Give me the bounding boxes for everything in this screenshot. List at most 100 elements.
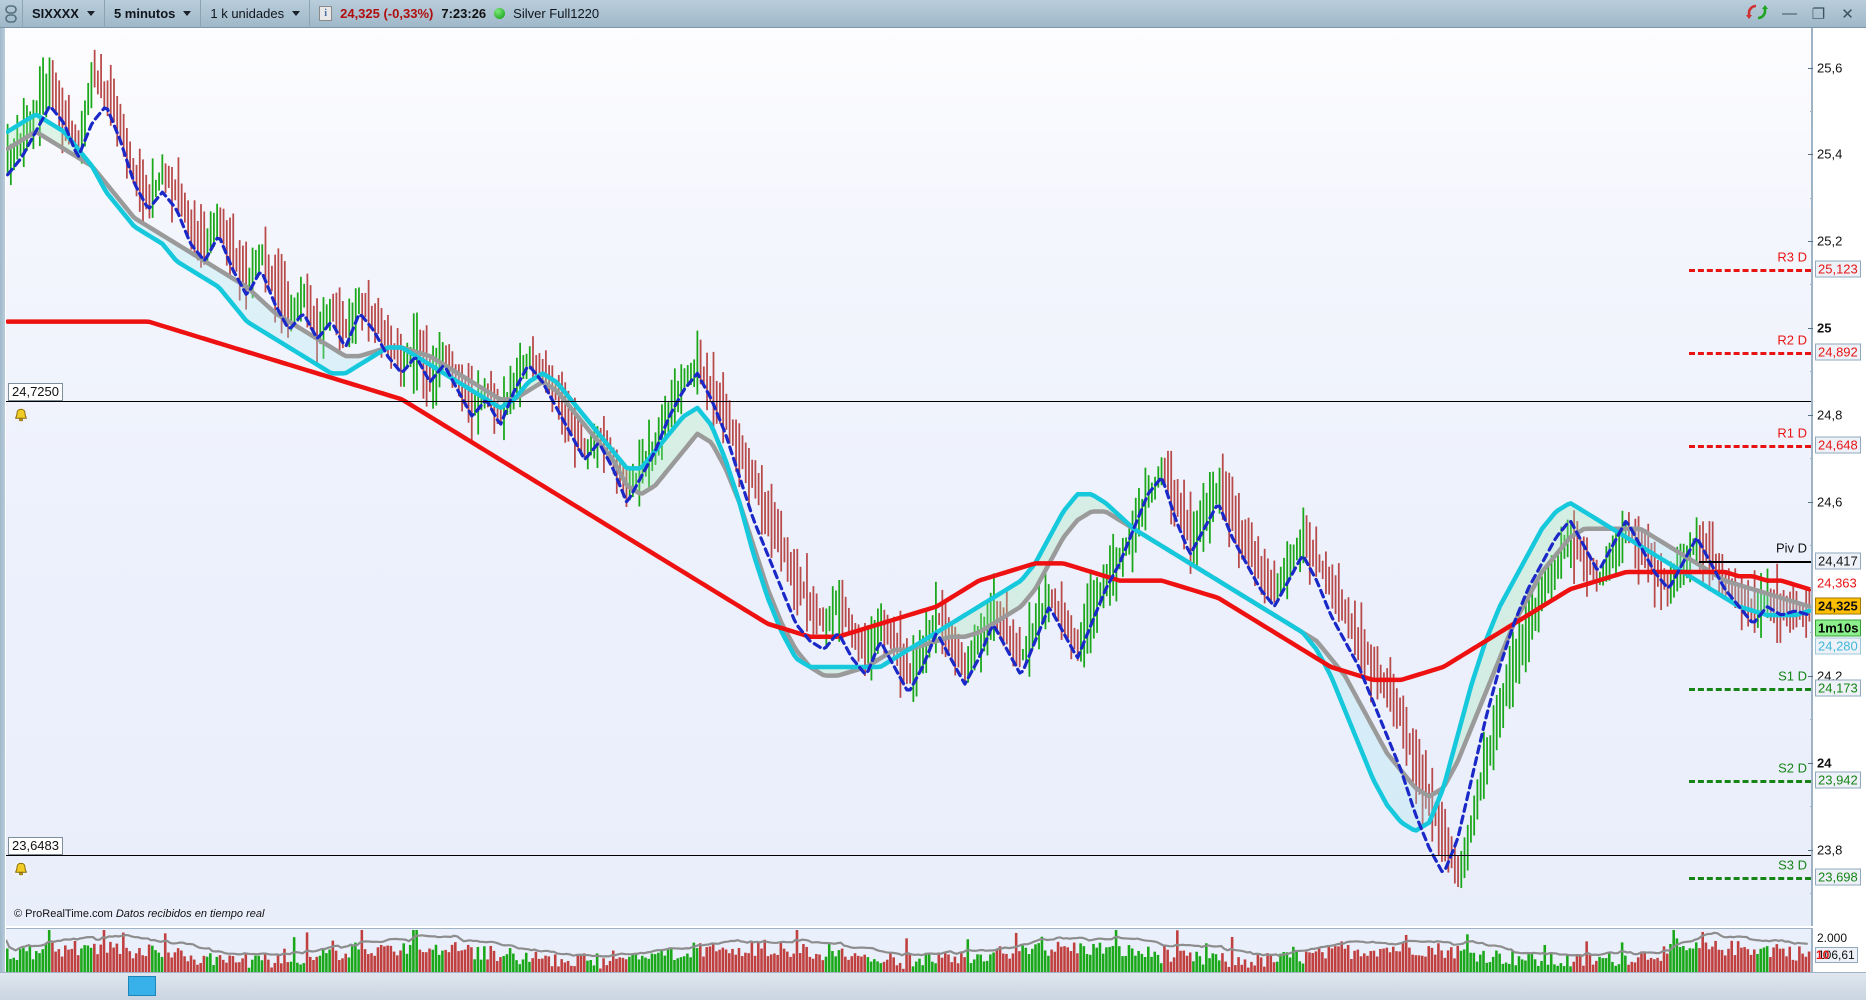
axis-price-chip[interactable]: 24,363 (1817, 575, 1857, 591)
close-button[interactable]: ✕ (1841, 5, 1854, 23)
chevron-down-icon (86, 11, 95, 16)
scrollbar-thumb[interactable] (128, 976, 156, 996)
toolbar-divider (103, 0, 105, 28)
units-selector[interactable]: 1 k unidades (201, 0, 309, 28)
axis-price-chip[interactable]: 25,123 (1815, 260, 1861, 278)
axis-tick (1808, 676, 1813, 677)
alarm-line[interactable] (6, 855, 1811, 856)
axis-price-chip[interactable]: 24,892 (1815, 343, 1861, 361)
axis-price-chip[interactable]: 23,942 (1815, 771, 1861, 789)
axis-tick (1808, 502, 1813, 503)
volume-axis[interactable]: 2.000 106,61 10 (1811, 928, 1866, 973)
volume-ma-line (6, 931, 1808, 958)
quote-summary: i 24,325 (-0,33%) 7:23:26 Silver Full122… (310, 0, 608, 28)
volume-last-value: 106,61 (1815, 947, 1858, 963)
alarm-value-box[interactable]: 24,7250 (8, 383, 63, 401)
axis-price-chip[interactable]: 24,173 (1815, 679, 1861, 697)
pivot-line[interactable] (1699, 561, 1811, 563)
pivot-line[interactable] (1689, 445, 1811, 448)
units-label: 1 k unidades (210, 6, 285, 21)
credit-brand: © ProRealTime.com (14, 908, 113, 920)
chevron-down-icon (292, 11, 301, 16)
pivot-line[interactable] (1689, 688, 1811, 691)
axis-tick (1808, 68, 1813, 69)
axis-tick-label: 25,2 (1817, 233, 1843, 249)
timeframe-selector[interactable]: 5 minutos (105, 0, 200, 28)
axis-tick (1808, 241, 1813, 242)
refresh-arrows-icon[interactable] (1745, 3, 1769, 24)
axis-minor-tick (1810, 893, 1813, 894)
pivot-label: R3 D (1777, 249, 1807, 265)
ma-cyan-line (6, 112, 1811, 833)
axis-price-chip[interactable]: 24,648 (1815, 436, 1861, 454)
axis-minor-tick (1810, 111, 1813, 112)
alarm-bell-icon[interactable] (11, 406, 31, 426)
axis-minor-tick (1810, 806, 1813, 807)
axis-tick-label: 23,8 (1817, 842, 1843, 858)
axis-minor-tick (1810, 719, 1813, 720)
axis-minor-tick (1810, 198, 1813, 199)
axis-tick-label: 25 (1817, 320, 1832, 336)
axis-tick (1808, 415, 1813, 416)
candlestick-group (6, 49, 1811, 889)
axis-price-chip[interactable]: 24,280 (1815, 637, 1861, 655)
pivot-line[interactable] (1689, 877, 1811, 880)
symbol-label: SIXXXX (32, 6, 79, 21)
volume-bar-group (6, 930, 1811, 973)
axis-tick-label: 25,4 (1817, 146, 1843, 162)
drag-grip-icon[interactable] (0, 0, 22, 28)
credit-note: Datos recibidos en tiempo real (115, 908, 265, 920)
price-axis[interactable]: 25,625,425,22524,824,624,22423,823,625,1… (1808, 28, 1866, 944)
toolbar-divider (309, 0, 311, 28)
ma-blue-dotted-line (6, 104, 1811, 874)
toolbar-divider (200, 0, 202, 28)
main-toolbar: SIXXXX 5 minutos 1 k unidades i 24,325 (… (0, 0, 1866, 28)
axis-price-chip[interactable]: 24,417 (1815, 552, 1861, 570)
pivot-label: S3 D (1778, 857, 1807, 873)
symbol-selector[interactable]: SIXXXX (23, 0, 104, 28)
copyright-credit: © ProRealTime.com Datos recibidos en tie… (14, 908, 264, 920)
volume-last-overlay: 10 (1816, 948, 1830, 962)
alarm-bell-icon[interactable] (11, 860, 31, 880)
price-plot-background (6, 28, 1811, 926)
last-trade-time: 7:23:26 (441, 6, 487, 21)
volume-top-tick: 2.000 (1817, 931, 1848, 945)
volume-panel[interactable] (6, 928, 1811, 973)
pivot-line[interactable] (1689, 269, 1811, 272)
axis-price-chip[interactable]: 24,325 (1815, 597, 1861, 615)
pivot-line[interactable] (1689, 352, 1811, 355)
axis-price-chip[interactable]: 23,698 (1815, 868, 1861, 886)
axis-tick (1808, 850, 1813, 851)
axis-tick-label: 24 (1817, 755, 1832, 771)
chevron-down-icon (183, 11, 192, 16)
volume-series-canvas (6, 930, 1811, 973)
instrument-name: Silver Full1220 (513, 6, 600, 21)
axis-minor-tick (1810, 284, 1813, 285)
pivot-line[interactable] (1689, 780, 1811, 783)
price-series-canvas (6, 49, 1811, 889)
axis-minor-tick (1810, 632, 1813, 633)
info-icon[interactable]: i (319, 6, 333, 21)
axis-minor-tick (1810, 588, 1813, 589)
axis-tick-label: 24,8 (1817, 407, 1843, 423)
chart-frame: R3 D R2 D R1 D Piv D S1 D S2 D S3 D 24,7250 23,… (0, 28, 1866, 1000)
last-price-change: 24,325 (-0,33%) (340, 6, 434, 21)
pivot-label: Piv D (1775, 540, 1807, 556)
ma-red-line (6, 319, 1811, 683)
left-toolbar-rail[interactable] (0, 28, 5, 1000)
axis-tick-label: 24,6 (1817, 494, 1843, 510)
axis-minor-tick (1810, 458, 1813, 459)
alarm-value-box[interactable]: 23,6483 (8, 837, 63, 855)
restore-button[interactable]: ❐ (1811, 5, 1826, 23)
axis-price-chip[interactable]: 1m10s (1815, 619, 1862, 637)
axis-minor-tick (1810, 545, 1813, 546)
window-controls: — ❐ ✕ (1745, 3, 1866, 24)
minimize-button[interactable]: — (1782, 5, 1797, 22)
axis-tick (1808, 154, 1813, 155)
axis-tick (1808, 328, 1813, 329)
alarm-line[interactable] (6, 401, 1811, 402)
price-plot-area[interactable]: R3 D R2 D R1 D Piv D S1 D S2 D S3 D 24,7250 23,… (6, 28, 1811, 926)
timeframe-label: 5 minutos (113, 6, 176, 21)
green-status-dot-icon (494, 8, 506, 19)
horizontal-scrollbar[interactable] (0, 972, 1866, 1000)
